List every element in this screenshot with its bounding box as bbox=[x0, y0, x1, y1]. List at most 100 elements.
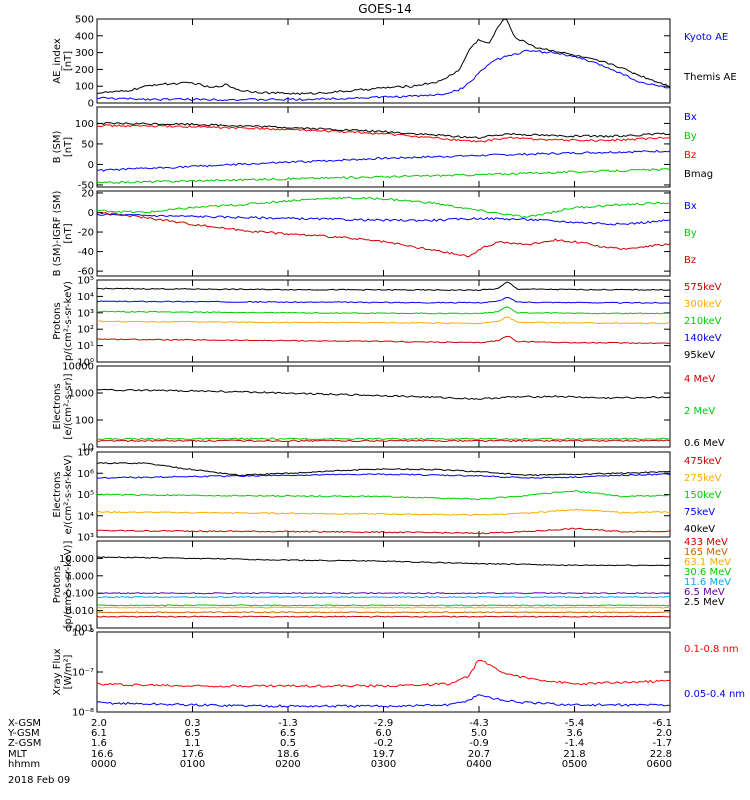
legend-bz: Bz bbox=[684, 150, 696, 161]
series-line-475kev bbox=[96, 527, 671, 535]
panel-frame bbox=[96, 631, 671, 713]
y-tick-label: 0.100 bbox=[65, 589, 94, 600]
series-line-by bbox=[96, 196, 671, 219]
series-line-kyoto-ae bbox=[96, 49, 670, 102]
legend-140kev: 140keV bbox=[684, 333, 722, 344]
legend-30-6-mev: 30.6 MeV bbox=[684, 567, 731, 578]
row-value: -0.9 bbox=[469, 738, 489, 749]
row-value: 3.6 bbox=[567, 728, 583, 739]
row-value: 6.0 bbox=[376, 728, 392, 739]
series-line-0-1-0-8-nm bbox=[96, 660, 671, 688]
row-value: 5.0 bbox=[471, 728, 487, 739]
legend-4-mev: 4 MeV bbox=[684, 374, 715, 385]
legend-bx: Bx bbox=[684, 201, 697, 212]
row-value: 0400 bbox=[466, 759, 491, 770]
series-line-2-5-mev bbox=[96, 556, 671, 567]
series-line-6-5-mev bbox=[96, 592, 671, 595]
panel-frame bbox=[96, 365, 671, 448]
legend-11-6-mev: 11.6 MeV bbox=[684, 577, 731, 588]
y-tick-label: 1.000 bbox=[65, 571, 94, 582]
legend-63-1-mev: 63.1 MeV bbox=[684, 557, 731, 568]
panel-xray: 10⁻⁸ 10⁻⁷ 10⁻⁶ Xray Flux[W/m²] 0.1-0.8 nm 0.0… bbox=[52, 628, 745, 719]
date-label: 2018 Feb 09 bbox=[8, 775, 70, 786]
y-axis-label: Xray Flux[W/m²] bbox=[52, 648, 74, 695]
y-tick-label: -20 bbox=[78, 228, 94, 239]
y-tick-label: 300 bbox=[75, 48, 94, 59]
row-value: -1.7 bbox=[652, 738, 672, 749]
row-value: 6.5 bbox=[185, 728, 201, 739]
row-value: -2.9 bbox=[374, 718, 394, 729]
legend-0-6-mev: 0.6 MeV bbox=[684, 438, 725, 449]
legend-bx: Bx bbox=[684, 112, 697, 123]
row-value: 1.1 bbox=[185, 738, 201, 749]
series-line-165-mev bbox=[97, 611, 671, 614]
y-axis-label-line: Electrons bbox=[52, 471, 63, 517]
y-tick-label: 10³ bbox=[77, 533, 94, 544]
legend-95kev: 95keV bbox=[684, 350, 715, 361]
series-line-75kev bbox=[96, 473, 671, 479]
y-tick-label: 10⁻⁶ bbox=[72, 628, 94, 639]
legend-150kev: 150keV bbox=[684, 490, 722, 501]
series-line-210kev bbox=[96, 306, 671, 315]
y-axis-label-line: [p/(cm²-s-sr-keV)] bbox=[63, 541, 74, 629]
row-value: 16.6 bbox=[91, 749, 113, 760]
y-axis-label: B (SM)[nT] bbox=[52, 130, 74, 163]
y-axis-label-line: Protons bbox=[52, 566, 63, 603]
y-tick-label: 10⁵ bbox=[77, 276, 94, 287]
panel-electrons_kev: 10³10⁴10⁵10⁶10⁷Electronse/(cm²-s-sr-keV)… bbox=[52, 448, 722, 544]
series-line-95kev bbox=[96, 281, 671, 292]
row-value: 6.5 bbox=[280, 728, 296, 739]
legend-by: By bbox=[684, 228, 697, 239]
row-value: 0200 bbox=[275, 759, 300, 770]
panel-protons: 10⁰10¹10²10³10⁴10⁵Protonsp/(cm²-s-sr-keV… bbox=[52, 276, 722, 369]
panel-frame bbox=[96, 18, 671, 104]
y-axis-label-line: Electrons bbox=[52, 383, 63, 429]
legend-210kev: 210keV bbox=[684, 316, 722, 327]
y-tick-label: 10⁴ bbox=[77, 511, 94, 522]
y-axis-label-line: Xray Flux bbox=[52, 648, 63, 695]
legend-bz: Bz bbox=[684, 255, 696, 266]
row-value: 19.7 bbox=[372, 749, 394, 760]
row-value: 0100 bbox=[180, 759, 205, 770]
y-tick-label: 0.001 bbox=[65, 624, 94, 635]
legend-bmag: Bmag bbox=[684, 169, 713, 180]
y-axis-label-line: [nT] bbox=[63, 137, 74, 157]
y-tick-label: 10⁰ bbox=[77, 358, 94, 369]
series-line-2-mev bbox=[96, 437, 671, 441]
series-line-300kev bbox=[96, 316, 671, 325]
row-label-y-gsm: Y-GSM bbox=[7, 728, 40, 739]
row-value: -5.4 bbox=[565, 718, 585, 729]
y-axis-label-line: p/(cm²-s-sr-keV) bbox=[63, 281, 74, 361]
series-line-themis-ae bbox=[96, 18, 671, 96]
series-line-275kev bbox=[96, 508, 671, 516]
y-tick-label: 0.010 bbox=[65, 606, 94, 617]
y-axis-label-line: AE_index bbox=[52, 38, 63, 84]
row-value: 6.1 bbox=[91, 728, 107, 739]
legend-kyoto-ae: Kyoto AE bbox=[684, 32, 728, 43]
y-tick-label: -60 bbox=[78, 267, 94, 278]
legend-0-1-0-8-nm: 0.1-0.8 nm bbox=[684, 644, 739, 655]
y-axis-label-line: [nT] bbox=[63, 51, 74, 71]
y-tick-label: 10⁶ bbox=[77, 469, 94, 480]
row-value: -4.3 bbox=[469, 718, 489, 729]
legend-275kev: 275keV bbox=[684, 473, 722, 484]
row-value: -1.4 bbox=[565, 738, 585, 749]
row-value: 0.3 bbox=[185, 718, 201, 729]
y-tick-label: 10⁻⁷ bbox=[72, 668, 94, 679]
y-tick-label: 0 bbox=[88, 99, 94, 110]
row-value: 0000 bbox=[91, 759, 116, 770]
y-tick-label: 0 bbox=[88, 208, 94, 219]
series-line-bx bbox=[96, 213, 671, 226]
y-tick-label: 10³ bbox=[77, 308, 94, 319]
y-axis-label: Electrons[e/(cm²-s-sr)] bbox=[52, 373, 74, 439]
legend-75kev: 75keV bbox=[684, 507, 715, 518]
series-line-433-mev bbox=[96, 615, 671, 618]
row-value: 21.8 bbox=[563, 749, 585, 760]
y-axis-label-line: B (SM)-IGRF (SM) bbox=[52, 191, 63, 277]
series-line-40kev bbox=[96, 462, 671, 477]
y-tick-label: 10⁷ bbox=[77, 448, 94, 459]
legend-6-5-mev: 6.5 MeV bbox=[684, 587, 725, 598]
row-value: 0300 bbox=[371, 759, 396, 770]
y-axis-label: Protons[p/(cm²-s-sr-keV)] bbox=[52, 541, 74, 629]
time-axis-table: X-GSM 2.0 0.3 -1.3 -2.9 -4.3 -5.4 -6.1 Y-GSM 6.1 6… bbox=[7, 718, 672, 770]
